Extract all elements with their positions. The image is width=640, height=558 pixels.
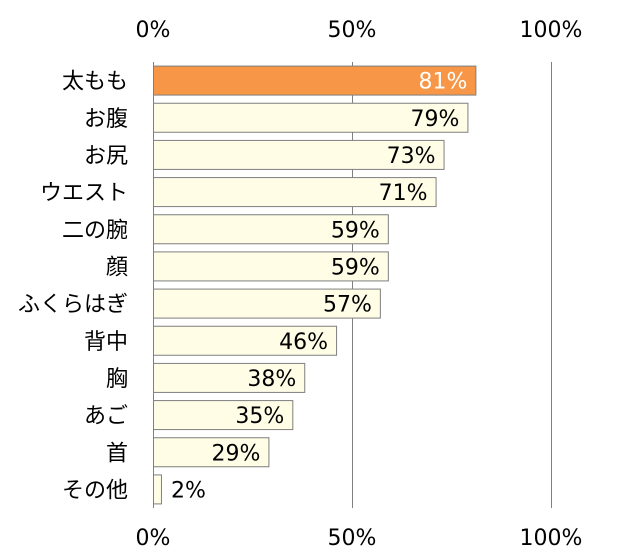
bar-9 [153,400,294,431]
bar-3 [153,177,437,208]
data-label-9: 35% [235,404,284,429]
gridlines [153,62,552,508]
category-label-9: あご [84,404,128,429]
bar-0 [153,65,477,96]
x-tick-bottom-2: 100% [520,526,583,551]
category-label-10: 首 [106,441,128,466]
data-label-3: 71% [379,181,428,206]
category-label-5: 顔 [106,255,128,280]
data-label-1: 79% [411,107,460,132]
x-axis-top: 0% 50% 100% [136,18,583,43]
data-label-11: 2% [171,478,206,503]
bar-1 [153,102,469,133]
x-axis-bottom: 0% 50% 100% [136,526,583,551]
x-tick-bottom-0: 0% [136,526,171,551]
bars [153,65,477,505]
bar-7 [153,325,338,356]
data-label-4: 59% [331,218,380,243]
bar-11 [153,474,162,505]
category-label-0: 太もも [62,70,128,95]
data-label-6: 57% [323,293,372,318]
bar-8 [153,362,306,393]
category-label-11: その他 [62,478,128,503]
category-label-3: ウエスト [40,181,128,206]
bar-6 [153,288,381,319]
bar-10 [153,437,270,468]
category-label-4: 二の腕 [62,218,128,243]
x-tick-bottom-1: 50% [328,526,377,551]
category-label-1: お腹 [84,107,128,132]
bar-5 [153,251,389,282]
x-tick-top-2: 100% [520,18,583,43]
category-label-7: 背中 [84,330,128,355]
data-labels: 81% 79% 73% 71% 59% 59% 57% 46% 38% 35% 29%2% [171,70,467,504]
data-label-10: 29% [212,441,261,466]
data-label-8: 38% [247,367,296,392]
data-label-0: 81% [418,70,467,95]
category-label-6: ふくらはぎ [18,293,128,318]
category-label-2: お尻 [84,144,128,169]
data-label-7: 46% [279,330,328,355]
category-label-8: 胸 [106,367,128,392]
x-tick-top-1: 50% [328,18,377,43]
x-tick-top-0: 0% [136,18,171,43]
data-label-5: 59% [331,255,380,280]
bar-4 [153,214,389,245]
bar-2 [153,139,445,170]
data-label-2: 73% [387,144,436,169]
